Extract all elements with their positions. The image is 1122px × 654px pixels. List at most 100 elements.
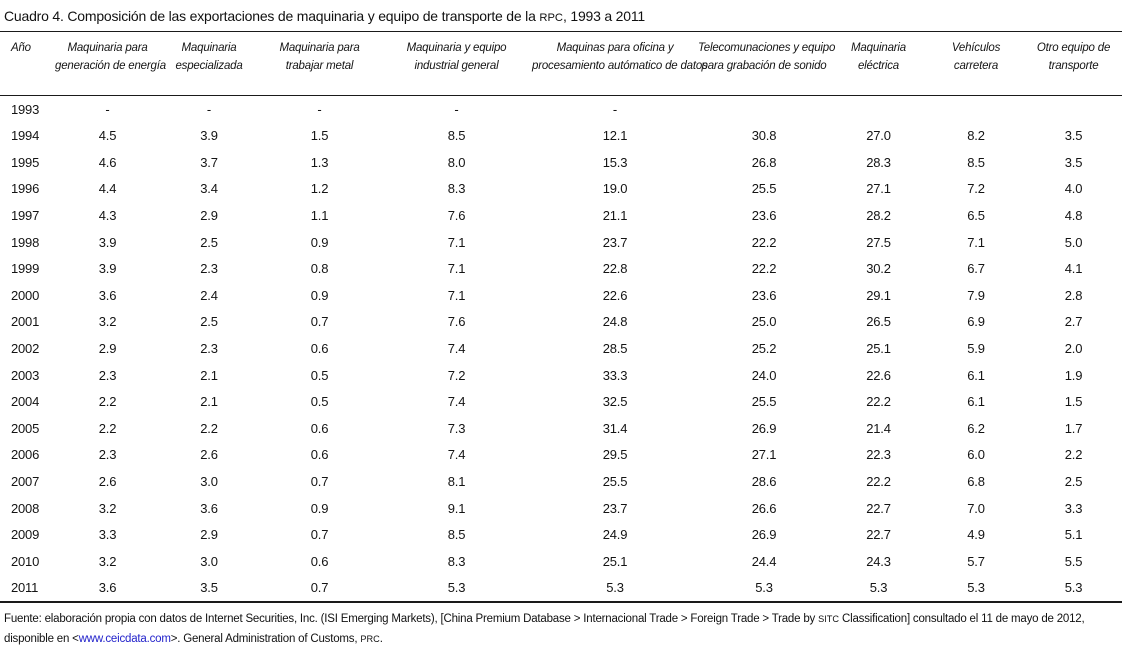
table-row: 1996 4.4 3.4 1.2 8.3 19.0 25.5 27.1 7.2 4.0: [0, 176, 1122, 203]
value-cell: 22.2: [751, 234, 777, 250]
value-cell: 22.7: [866, 527, 891, 543]
year-cell: 1996: [11, 181, 40, 197]
value-cell: 27.0: [866, 128, 891, 144]
value-cell: 5.9: [967, 341, 985, 357]
ceicdata-link[interactable]: www.ceicdata.com: [78, 633, 171, 646]
value-cell: 29.1: [866, 287, 891, 303]
value-cell: [698, 95, 830, 122]
value-cell: [1025, 95, 1122, 122]
table-row: 2008 3.2 3.6 0.9 9.1 23.7 26.6 22.7 7.0 3.3: [0, 495, 1122, 522]
column-header-maquinas-oficina-datos: Maquinas para oficina y procesamiento aut…: [532, 42, 708, 72]
value-cell: 25.2: [751, 341, 777, 357]
value-cell: 7.1: [447, 261, 466, 277]
value-cell: 8.3: [447, 553, 466, 569]
value-cell: 21.4: [866, 420, 891, 436]
value-cell: 6.8: [967, 474, 985, 489]
value-cell: 3.3: [98, 527, 117, 543]
value-cell: 7.2: [447, 367, 466, 383]
rpc-smallcaps: RPC: [539, 12, 563, 24]
table-row: 2001 3.2 2.5 0.7 7.6 24.8 25.0 26.5 6.9 2.7: [0, 309, 1122, 336]
column-header-otro-equipo-transporte: Otro equipo de transporte: [1036, 42, 1111, 72]
value-cell: 33.3: [602, 367, 628, 383]
value-cell: 12.1: [602, 128, 628, 144]
value-cell: 22.2: [751, 261, 777, 277]
value-cell: 5.0: [1064, 234, 1083, 250]
table-row: 2006 2.3 2.6 0.6 7.4 29.5 27.1 22.3 6.0 2.2: [0, 442, 1122, 469]
value-cell: 4.6: [98, 154, 117, 170]
value-cell: 0.6: [310, 420, 329, 436]
value-cell: 19.0: [602, 181, 628, 197]
value-cell: 2.9: [98, 341, 117, 357]
value-cell: 1.2: [310, 181, 329, 197]
value-cell: 4.8: [1064, 208, 1083, 224]
year-cell: 2003: [11, 367, 40, 383]
value-cell: 7.4: [447, 447, 466, 463]
value-cell: 24.9: [602, 527, 628, 543]
value-cell: 22.6: [602, 287, 628, 303]
year-cell: 2004: [11, 394, 40, 410]
value-cell: 1.9: [1064, 367, 1083, 383]
value-cell: 22.2: [866, 394, 891, 410]
value-cell: -: [612, 101, 618, 117]
value-cell: 2.6: [200, 447, 218, 463]
column-header-maquinaria-especializada: Maquinaria especializada: [175, 42, 243, 72]
value-cell: 0.7: [310, 580, 329, 596]
value-cell: 5.5: [1064, 553, 1083, 569]
value-cell: 1.5: [310, 128, 329, 144]
value-cell: 8.3: [447, 181, 466, 197]
value-cell: 2.2: [98, 420, 117, 436]
value-cell: 2.1: [200, 394, 218, 410]
value-cell: 23.7: [602, 234, 628, 250]
value-cell: -: [317, 101, 322, 117]
year-cell: 1999: [11, 261, 40, 277]
table-title-text: Cuadro 4. Composición de las exportacion…: [4, 8, 540, 24]
year-cell: 2007: [11, 474, 40, 489]
column-header-vehiculos-carretera: Vehículos carretera: [951, 42, 1001, 72]
value-cell: 8.2: [967, 128, 985, 144]
table-row: 2003 2.3 2.1 0.5 7.2 33.3 24.0 22.6 6.1 1.9: [0, 362, 1122, 389]
year-cell: 2001: [11, 314, 40, 330]
value-cell: 2.5: [200, 234, 218, 250]
value-cell: 5.7: [967, 553, 985, 569]
value-cell: 6.1: [967, 394, 985, 410]
table-row: 1995 4.6 3.7 1.3 8.0 15.3 26.8 28.3 8.5 3.5: [0, 149, 1122, 176]
value-cell: 3.7: [200, 154, 218, 170]
value-cell: -: [105, 101, 110, 117]
value-cell: 25.1: [602, 553, 628, 569]
value-cell: 2.3: [98, 367, 117, 383]
year-cell: 1995: [11, 154, 40, 170]
value-cell: 3.0: [200, 553, 218, 569]
value-cell: 2.3: [98, 447, 117, 463]
value-cell: 3.3: [1064, 500, 1083, 516]
value-cell: 5.3: [755, 580, 773, 596]
value-cell: 0.8: [310, 261, 329, 277]
value-cell: 28.6: [751, 474, 777, 489]
value-cell: 29.5: [602, 447, 628, 463]
column-header-maquinaria-trabajar-metal: Maquinaria para trabajar metal: [279, 42, 360, 72]
table-row: 2004 2.2 2.1 0.5 7.4 32.5 25.5 22.2 6.1 1.5: [0, 388, 1122, 415]
value-cell: 25.5: [751, 394, 777, 410]
table-title: Cuadro 4. Composición de las exportacion…: [0, 0, 1122, 31]
value-cell: 28.5: [602, 341, 628, 357]
value-cell: [830, 95, 927, 122]
value-cell: 27.1: [866, 181, 891, 197]
value-cell: 3.2: [98, 314, 117, 330]
value-cell: 1.3: [310, 154, 329, 170]
value-cell: 3.0: [200, 474, 218, 489]
value-cell: 2.9: [200, 527, 218, 543]
value-cell: 21.1: [602, 208, 628, 224]
value-cell: 7.6: [447, 314, 466, 330]
year-cell: 1993: [11, 101, 40, 117]
value-cell: 22.6: [866, 367, 891, 383]
value-cell: 28.2: [866, 208, 891, 224]
value-cell: 5.1: [1064, 527, 1083, 543]
value-cell: 24.8: [602, 314, 628, 330]
value-cell: 0.6: [310, 447, 329, 463]
value-cell: 6.5: [967, 208, 985, 224]
value-cell: 7.2: [967, 181, 985, 197]
value-cell: 0.7: [310, 527, 329, 543]
value-cell: 0.5: [310, 367, 329, 383]
year-cell: 2000: [11, 287, 40, 303]
value-cell: 2.7: [1064, 314, 1083, 330]
value-cell: 2.9: [200, 208, 218, 224]
